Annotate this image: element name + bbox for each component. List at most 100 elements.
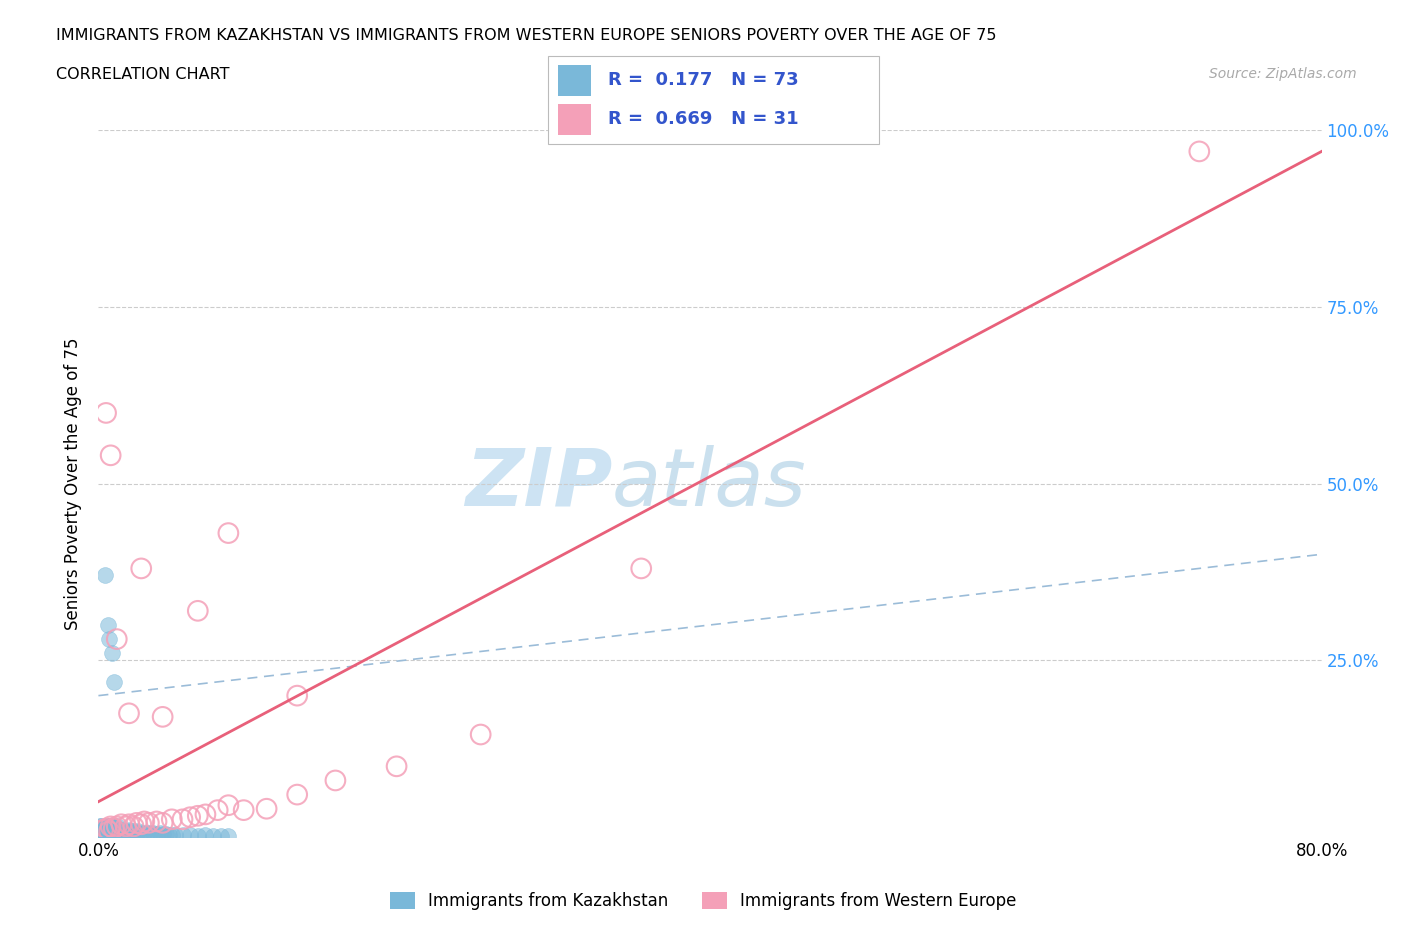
- Point: [155, 827, 177, 842]
- Point: [104, 824, 127, 839]
- Point: [103, 821, 125, 836]
- Point: [152, 816, 174, 830]
- FancyBboxPatch shape: [548, 56, 879, 144]
- Point: [122, 819, 145, 834]
- Point: [110, 824, 132, 839]
- Point: [129, 561, 152, 576]
- Point: [98, 824, 121, 839]
- Point: [112, 824, 135, 839]
- Point: [97, 821, 120, 836]
- Point: [105, 819, 128, 834]
- Point: [110, 817, 132, 831]
- Text: ZIP: ZIP: [465, 445, 612, 523]
- Text: CORRELATION CHART: CORRELATION CHART: [56, 67, 229, 82]
- Point: [152, 710, 174, 724]
- Point: [94, 824, 117, 839]
- Point: [101, 645, 124, 660]
- Point: [97, 825, 120, 840]
- Point: [89, 824, 111, 839]
- Point: [103, 674, 125, 689]
- Point: [108, 822, 131, 837]
- Point: [93, 824, 115, 839]
- Point: [179, 828, 201, 843]
- Text: IMMIGRANTS FROM KAZAKHSTAN VS IMMIGRANTS FROM WESTERN EUROPE SENIORS POVERTY OVE: IMMIGRANTS FROM KAZAKHSTAN VS IMMIGRANTS…: [56, 28, 997, 43]
- Point: [89, 819, 111, 834]
- Point: [100, 819, 122, 834]
- Point: [100, 448, 122, 463]
- Point: [90, 822, 112, 837]
- Point: [91, 824, 114, 839]
- Point: [217, 798, 239, 813]
- Point: [104, 819, 127, 834]
- Point: [115, 825, 138, 840]
- Point: [217, 828, 239, 843]
- Point: [122, 824, 145, 839]
- Point: [93, 568, 115, 583]
- Text: atlas: atlas: [612, 445, 807, 523]
- Point: [91, 821, 114, 836]
- Point: [138, 816, 160, 830]
- Point: [160, 812, 183, 827]
- Point: [118, 817, 141, 831]
- Point: [93, 825, 115, 840]
- Point: [152, 827, 174, 842]
- Point: [232, 803, 254, 817]
- Point: [97, 819, 120, 834]
- Point: [121, 825, 143, 840]
- Point: [94, 819, 117, 834]
- Point: [157, 828, 180, 843]
- Point: [285, 688, 308, 703]
- FancyBboxPatch shape: [558, 104, 592, 136]
- Point: [94, 821, 117, 836]
- Text: R =  0.669   N = 31: R = 0.669 N = 31: [607, 111, 799, 128]
- Point: [630, 561, 652, 576]
- Point: [118, 822, 141, 837]
- Point: [97, 618, 120, 632]
- Point: [94, 405, 117, 420]
- Point: [93, 822, 115, 837]
- Y-axis label: Seniors Poverty Over the Age of 75: Seniors Poverty Over the Age of 75: [65, 338, 83, 630]
- Text: R =  0.177   N = 73: R = 0.177 N = 73: [607, 71, 799, 88]
- Point: [142, 826, 165, 841]
- Point: [256, 802, 278, 817]
- Point: [98, 631, 121, 646]
- Point: [125, 826, 148, 841]
- Point: [117, 824, 139, 839]
- Point: [103, 822, 125, 837]
- Point: [120, 824, 142, 839]
- Point: [145, 814, 167, 829]
- Point: [172, 828, 194, 843]
- Point: [107, 821, 129, 836]
- Point: [187, 604, 209, 618]
- Point: [325, 773, 347, 788]
- Point: [98, 822, 121, 837]
- Point: [118, 706, 141, 721]
- Point: [93, 822, 115, 837]
- Point: [105, 819, 128, 834]
- Point: [124, 825, 146, 840]
- Legend: Immigrants from Kazakhstan, Immigrants from Western Europe: Immigrants from Kazakhstan, Immigrants f…: [382, 885, 1024, 917]
- Point: [89, 821, 111, 836]
- Point: [98, 819, 121, 834]
- Point: [187, 828, 209, 843]
- Point: [101, 822, 124, 837]
- Point: [90, 824, 112, 839]
- Point: [103, 819, 125, 834]
- Point: [91, 822, 114, 837]
- Point: [100, 822, 122, 837]
- Point: [90, 822, 112, 837]
- Point: [115, 819, 138, 834]
- Point: [1188, 144, 1211, 159]
- Point: [101, 819, 124, 834]
- Point: [134, 814, 156, 829]
- Point: [217, 525, 239, 540]
- Point: [111, 822, 134, 837]
- Point: [129, 825, 152, 840]
- Point: [94, 826, 117, 841]
- Point: [194, 807, 217, 822]
- Point: [93, 827, 115, 842]
- Point: [125, 816, 148, 830]
- Point: [145, 827, 167, 842]
- Point: [94, 821, 117, 836]
- Point: [209, 828, 232, 843]
